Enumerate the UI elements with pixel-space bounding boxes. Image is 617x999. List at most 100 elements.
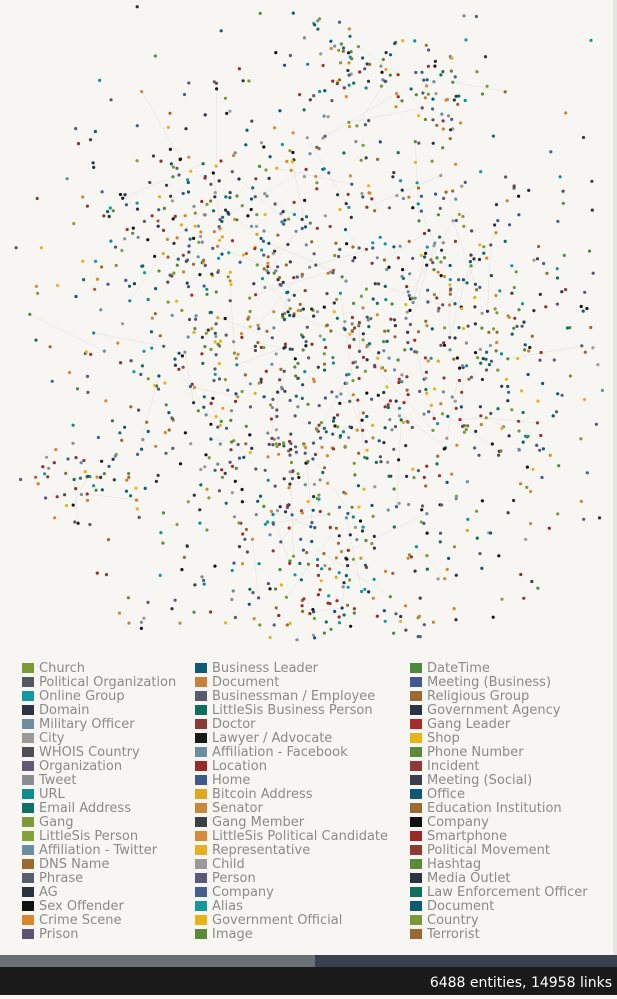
node[interactable]: [301, 397, 304, 400]
node[interactable]: [187, 190, 190, 193]
node[interactable]: [317, 424, 320, 427]
node[interactable]: [411, 468, 414, 471]
node[interactable]: [73, 478, 76, 481]
node[interactable]: [372, 515, 375, 518]
node[interactable]: [417, 114, 420, 117]
node[interactable]: [417, 635, 420, 638]
node[interactable]: [345, 558, 348, 561]
node[interactable]: [192, 205, 195, 208]
node[interactable]: [301, 218, 304, 221]
node[interactable]: [339, 392, 342, 395]
node[interactable]: [529, 522, 532, 525]
node[interactable]: [241, 204, 244, 207]
node[interactable]: [49, 345, 52, 348]
node[interactable]: [325, 292, 328, 295]
node[interactable]: [184, 214, 187, 217]
node[interactable]: [194, 212, 197, 215]
node[interactable]: [496, 219, 499, 222]
node[interactable]: [411, 206, 414, 209]
node[interactable]: [268, 177, 271, 180]
node[interactable]: [229, 448, 232, 451]
node[interactable]: [457, 326, 460, 329]
node[interactable]: [462, 278, 465, 281]
node[interactable]: [367, 325, 370, 328]
node[interactable]: [300, 578, 303, 581]
node[interactable]: [224, 472, 227, 475]
node[interactable]: [140, 90, 143, 93]
node[interactable]: [213, 565, 216, 568]
legend-item[interactable]: AG: [22, 886, 58, 900]
node[interactable]: [293, 294, 296, 297]
node[interactable]: [339, 434, 342, 437]
node[interactable]: [331, 356, 334, 359]
node[interactable]: [397, 458, 400, 461]
node[interactable]: [367, 318, 370, 321]
node[interactable]: [327, 594, 330, 597]
node[interactable]: [318, 404, 321, 407]
node[interactable]: [474, 322, 477, 325]
legend-item[interactable]: Meeting (Social): [410, 774, 532, 788]
node[interactable]: [486, 85, 489, 88]
node[interactable]: [323, 306, 326, 309]
node[interactable]: [542, 262, 545, 265]
node[interactable]: [352, 558, 355, 561]
legend-item[interactable]: Home: [195, 774, 250, 788]
node[interactable]: [528, 346, 531, 349]
node[interactable]: [53, 516, 56, 519]
node[interactable]: [308, 421, 311, 424]
node[interactable]: [370, 542, 373, 545]
node[interactable]: [356, 429, 359, 432]
node[interactable]: [456, 103, 459, 106]
node[interactable]: [504, 90, 507, 93]
legend-item[interactable]: Tweet: [22, 774, 77, 788]
node[interactable]: [267, 255, 270, 258]
node[interactable]: [269, 403, 272, 406]
node[interactable]: [231, 491, 234, 494]
node[interactable]: [180, 309, 183, 312]
node[interactable]: [367, 590, 370, 593]
node[interactable]: [296, 362, 299, 365]
node[interactable]: [73, 520, 76, 523]
node[interactable]: [279, 505, 282, 508]
node[interactable]: [367, 80, 370, 83]
node[interactable]: [364, 539, 367, 542]
node[interactable]: [82, 459, 85, 462]
node[interactable]: [298, 562, 301, 565]
node[interactable]: [276, 234, 279, 237]
node[interactable]: [456, 356, 459, 359]
node[interactable]: [187, 500, 190, 503]
node[interactable]: [326, 482, 329, 485]
node[interactable]: [524, 343, 527, 346]
node[interactable]: [470, 376, 473, 379]
node[interactable]: [249, 405, 252, 408]
legend-item[interactable]: Phrase: [22, 872, 83, 886]
node[interactable]: [234, 480, 237, 483]
legend-item[interactable]: Political Movement: [410, 844, 550, 858]
node[interactable]: [267, 242, 270, 245]
node[interactable]: [282, 347, 285, 350]
node[interactable]: [370, 504, 373, 507]
node[interactable]: [324, 214, 327, 217]
node[interactable]: [266, 269, 269, 272]
node[interactable]: [309, 98, 312, 101]
node[interactable]: [415, 545, 418, 548]
node[interactable]: [133, 282, 136, 285]
node[interactable]: [476, 356, 479, 359]
node[interactable]: [542, 447, 545, 450]
node[interactable]: [421, 106, 424, 109]
legend-item[interactable]: DNS Name: [22, 858, 109, 872]
node[interactable]: [420, 508, 423, 511]
node[interactable]: [425, 512, 428, 515]
node[interactable]: [218, 362, 221, 365]
node[interactable]: [418, 615, 421, 618]
node[interactable]: [125, 479, 128, 482]
node[interactable]: [469, 260, 472, 263]
node[interactable]: [379, 460, 382, 463]
node[interactable]: [481, 378, 484, 381]
node[interactable]: [186, 259, 189, 262]
node[interactable]: [34, 339, 37, 342]
node[interactable]: [365, 206, 368, 209]
node[interactable]: [325, 430, 328, 433]
node[interactable]: [336, 193, 339, 196]
node[interactable]: [580, 344, 583, 347]
